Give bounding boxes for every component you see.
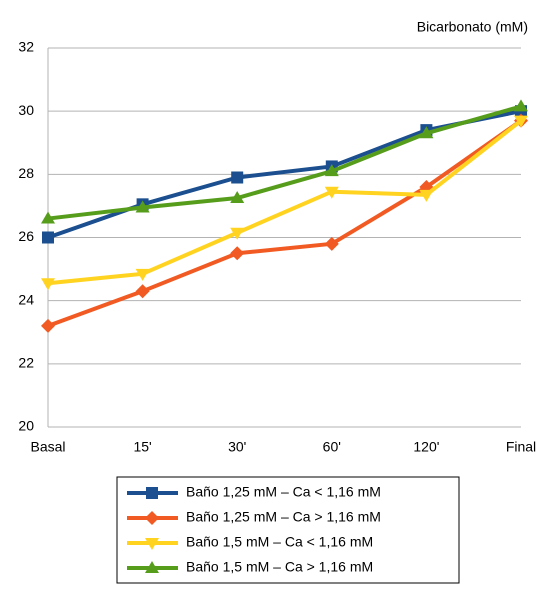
marker bbox=[41, 318, 55, 333]
marker bbox=[135, 200, 150, 213]
marker bbox=[230, 191, 245, 204]
y-tick-label: 28 bbox=[18, 165, 34, 181]
x-tick-label: Final bbox=[506, 439, 536, 455]
y-tick-label: 24 bbox=[18, 291, 34, 307]
y-tick-label: 32 bbox=[18, 39, 34, 55]
legend-label: Baño 1,5 mM – Ca < 1,16 mM bbox=[186, 534, 373, 550]
marker bbox=[145, 511, 159, 525]
marker bbox=[42, 231, 54, 244]
marker bbox=[135, 284, 150, 299]
chart-title: Bicarbonato (mM) bbox=[417, 19, 528, 35]
series-line bbox=[47, 104, 522, 221]
marker bbox=[324, 236, 339, 251]
marker bbox=[324, 186, 339, 199]
marker bbox=[514, 115, 528, 128]
x-tick-label: 120' bbox=[413, 439, 439, 455]
x-tick-label: Basal bbox=[30, 439, 65, 455]
marker bbox=[419, 126, 434, 139]
marker bbox=[230, 227, 245, 240]
legend-label: Baño 1,25 mM – Ca < 1,16 mM bbox=[186, 484, 381, 500]
marker bbox=[41, 278, 55, 291]
marker bbox=[231, 171, 244, 184]
marker bbox=[41, 211, 55, 224]
marker bbox=[419, 189, 434, 202]
y-tick-label: 20 bbox=[18, 418, 34, 434]
x-tick-label: 15' bbox=[133, 439, 151, 455]
legend-label: Baño 1,5 mM – Ca > 1,16 mM bbox=[186, 559, 373, 575]
x-tick-label: 60' bbox=[323, 439, 341, 455]
series-line bbox=[47, 119, 523, 328]
y-tick-label: 26 bbox=[18, 228, 34, 244]
marker bbox=[146, 487, 158, 499]
marker bbox=[514, 99, 528, 112]
marker bbox=[324, 164, 339, 177]
marker bbox=[135, 268, 150, 281]
marker bbox=[230, 246, 245, 261]
y-tick-label: 30 bbox=[18, 102, 34, 118]
x-tick-label: 30' bbox=[228, 439, 246, 455]
y-tick-label: 22 bbox=[18, 355, 34, 371]
legend-label: Baño 1,25 mM – Ca > 1,16 mM bbox=[186, 509, 381, 525]
series-line bbox=[47, 119, 523, 286]
marker bbox=[145, 561, 159, 573]
marker bbox=[145, 538, 159, 550]
